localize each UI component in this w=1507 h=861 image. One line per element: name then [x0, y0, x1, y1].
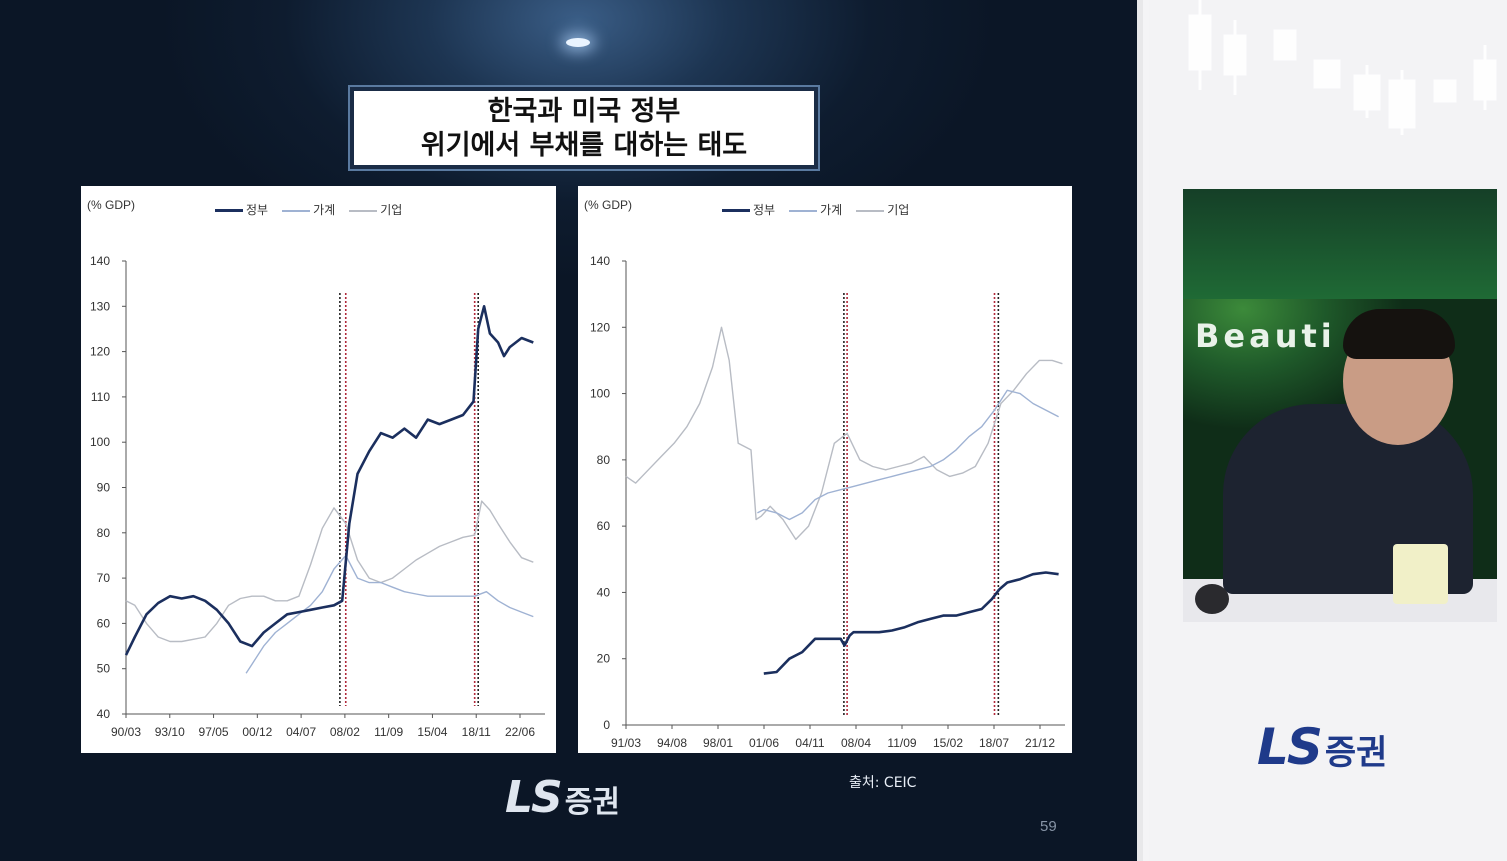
korea-y-tick-label: 40: [97, 707, 111, 721]
korea-y-tick-label: 80: [97, 526, 111, 540]
korea-y-tick-label: 110: [91, 390, 110, 404]
chart-korea-unit-label: (% GDP): [87, 198, 135, 212]
us-x-tick-label: 11/09: [887, 736, 916, 750]
slide-title-line2: 위기에서 부채를 대하는 태도: [420, 130, 748, 161]
legend-gov-us-label: 정부: [753, 203, 776, 217]
korea-x-tick-label: 04/07: [286, 725, 316, 739]
us-x-tick-label: 08/04: [841, 736, 871, 750]
us-y-tick-label: 100: [590, 387, 610, 401]
korea-x-tick-label: 97/05: [199, 725, 229, 739]
us-y-tick-label: 20: [597, 652, 611, 666]
korea-series-gov: [124, 305, 534, 656]
camera-feed: Beauti F: [1183, 189, 1497, 622]
us-x-tick-label: 01/06: [749, 736, 779, 750]
korea-x-tick-label: 18/11: [462, 725, 491, 739]
chart-us-unit-label: (% GDP): [584, 198, 632, 212]
candlestick-decoration: [1188, 0, 1497, 135]
legend-gov-us-swatch: [722, 209, 750, 212]
us-y-tick-label: 140: [590, 254, 610, 268]
legend-corporate-us-swatch: [856, 209, 885, 212]
legend-household: 가계: [282, 201, 335, 218]
legend-household-us: 가계: [789, 201, 842, 218]
us-y-tick-label: 0: [603, 718, 610, 732]
korea-y-tick-label: 100: [90, 435, 110, 449]
us-x-tick-label: 18/07: [979, 736, 1009, 750]
chart-korea-plot: 40 50 60 70 80 90 100 110 120 130 140 90/03 93/10 97/…: [90, 254, 545, 739]
legend-household-us-swatch: [789, 209, 818, 212]
korea-y-tick-label: 90: [97, 481, 111, 495]
us-series-corporate: [625, 326, 1063, 541]
chart-us: (% GDP) 정부 가계 기업 0 20 40 60 80 100 120 140 91/03…: [578, 186, 1072, 753]
chart-us-plot: 0 20 40 60 80 100 120 140 91/03 94/08 98/01 01/06 04…: [590, 254, 1065, 750]
legend-corporate-label: 기업: [380, 203, 403, 217]
korea-y-tick-label: 50: [97, 662, 111, 676]
legend-household-us-label: 가계: [820, 203, 843, 217]
us-y-tick-label: 120: [590, 320, 610, 334]
us-x-tick-label: 91/03: [611, 736, 641, 750]
presenter-hair: [1343, 309, 1455, 359]
us-y-tick-label: 40: [597, 585, 611, 599]
us-y-tick-label: 60: [597, 519, 611, 533]
korea-y-tick-label: 140: [90, 254, 110, 268]
camera-banner: [1183, 189, 1497, 299]
korea-series-household: [245, 554, 534, 674]
korea-x-tick-label: 22/06: [505, 725, 535, 739]
slide-logo: LS 증권: [505, 772, 620, 823]
korea-x-tick-label: 93/10: [155, 725, 185, 739]
chart-korea-legend: 정부 가계 기업: [215, 201, 402, 218]
us-x-tick-label: 94/08: [657, 736, 687, 750]
us-x-tick-label: 15/02: [933, 736, 963, 750]
cup: [1393, 544, 1448, 604]
legend-gov: 정부: [215, 201, 268, 218]
korea-x-tick-label: 15/04: [417, 725, 447, 739]
page-number: 59: [1040, 818, 1057, 835]
korea-y-tick-label: 60: [97, 616, 111, 630]
chart-us-legend: 정부 가계 기업: [722, 201, 909, 218]
legend-gov-label: 정부: [246, 203, 269, 217]
legend-gov-us: 정부: [722, 201, 775, 218]
us-series-household: [757, 389, 1059, 521]
korea-y-tick-label: 70: [97, 571, 111, 585]
us-x-tick-label: 04/11: [795, 736, 824, 750]
spotlight: [566, 38, 590, 47]
slide-title-box: 한국과 미국 정부 위기에서 부채를 대하는 태도: [350, 87, 818, 169]
us-y-tick-label: 80: [597, 453, 611, 467]
chart-korea: (% GDP) 정부 가계 기업 40 50 60 70 80 90 100 110 120 13…: [81, 186, 556, 753]
us-series-gov: [763, 571, 1059, 675]
korea-y-tick-label: 120: [90, 345, 110, 359]
side-logo-ls: LS: [1257, 718, 1323, 776]
legend-corporate-us-label: 기업: [887, 203, 910, 217]
us-x-tick-label: 98/01: [703, 736, 733, 750]
slide-logo-suffix: 증권: [564, 785, 620, 820]
presentation-slide: 한국과 미국 정부 위기에서 부채를 대하는 태도 (% GDP) 정부 가계 …: [0, 0, 1143, 861]
korea-y-tick-label: 130: [90, 299, 110, 313]
legend-corporate: 기업: [349, 201, 402, 218]
side-logo: LS 증권: [1257, 718, 1387, 776]
legend-corporate-us: 기업: [856, 201, 909, 218]
side-logo-suffix: 증권: [1324, 733, 1388, 773]
korea-x-tick-label: 00/12: [242, 725, 272, 739]
korea-x-tick-label: 90/03: [111, 725, 141, 739]
slide-logo-ls: LS: [505, 772, 563, 823]
legend-household-label: 가계: [313, 203, 336, 217]
legend-gov-swatch: [215, 209, 243, 212]
korea-x-tick-label: 08/02: [330, 725, 360, 739]
mouse: [1195, 584, 1229, 614]
us-x-tick-label: 21/12: [1025, 736, 1055, 750]
source-note: 출처: CEIC: [849, 775, 917, 791]
legend-household-swatch: [282, 209, 311, 212]
legend-corporate-swatch: [349, 209, 378, 212]
slide-title-line1: 한국과 미국 정부: [487, 96, 681, 127]
korea-series-corporate: [125, 500, 534, 643]
korea-x-tick-label: 11/09: [374, 725, 403, 739]
